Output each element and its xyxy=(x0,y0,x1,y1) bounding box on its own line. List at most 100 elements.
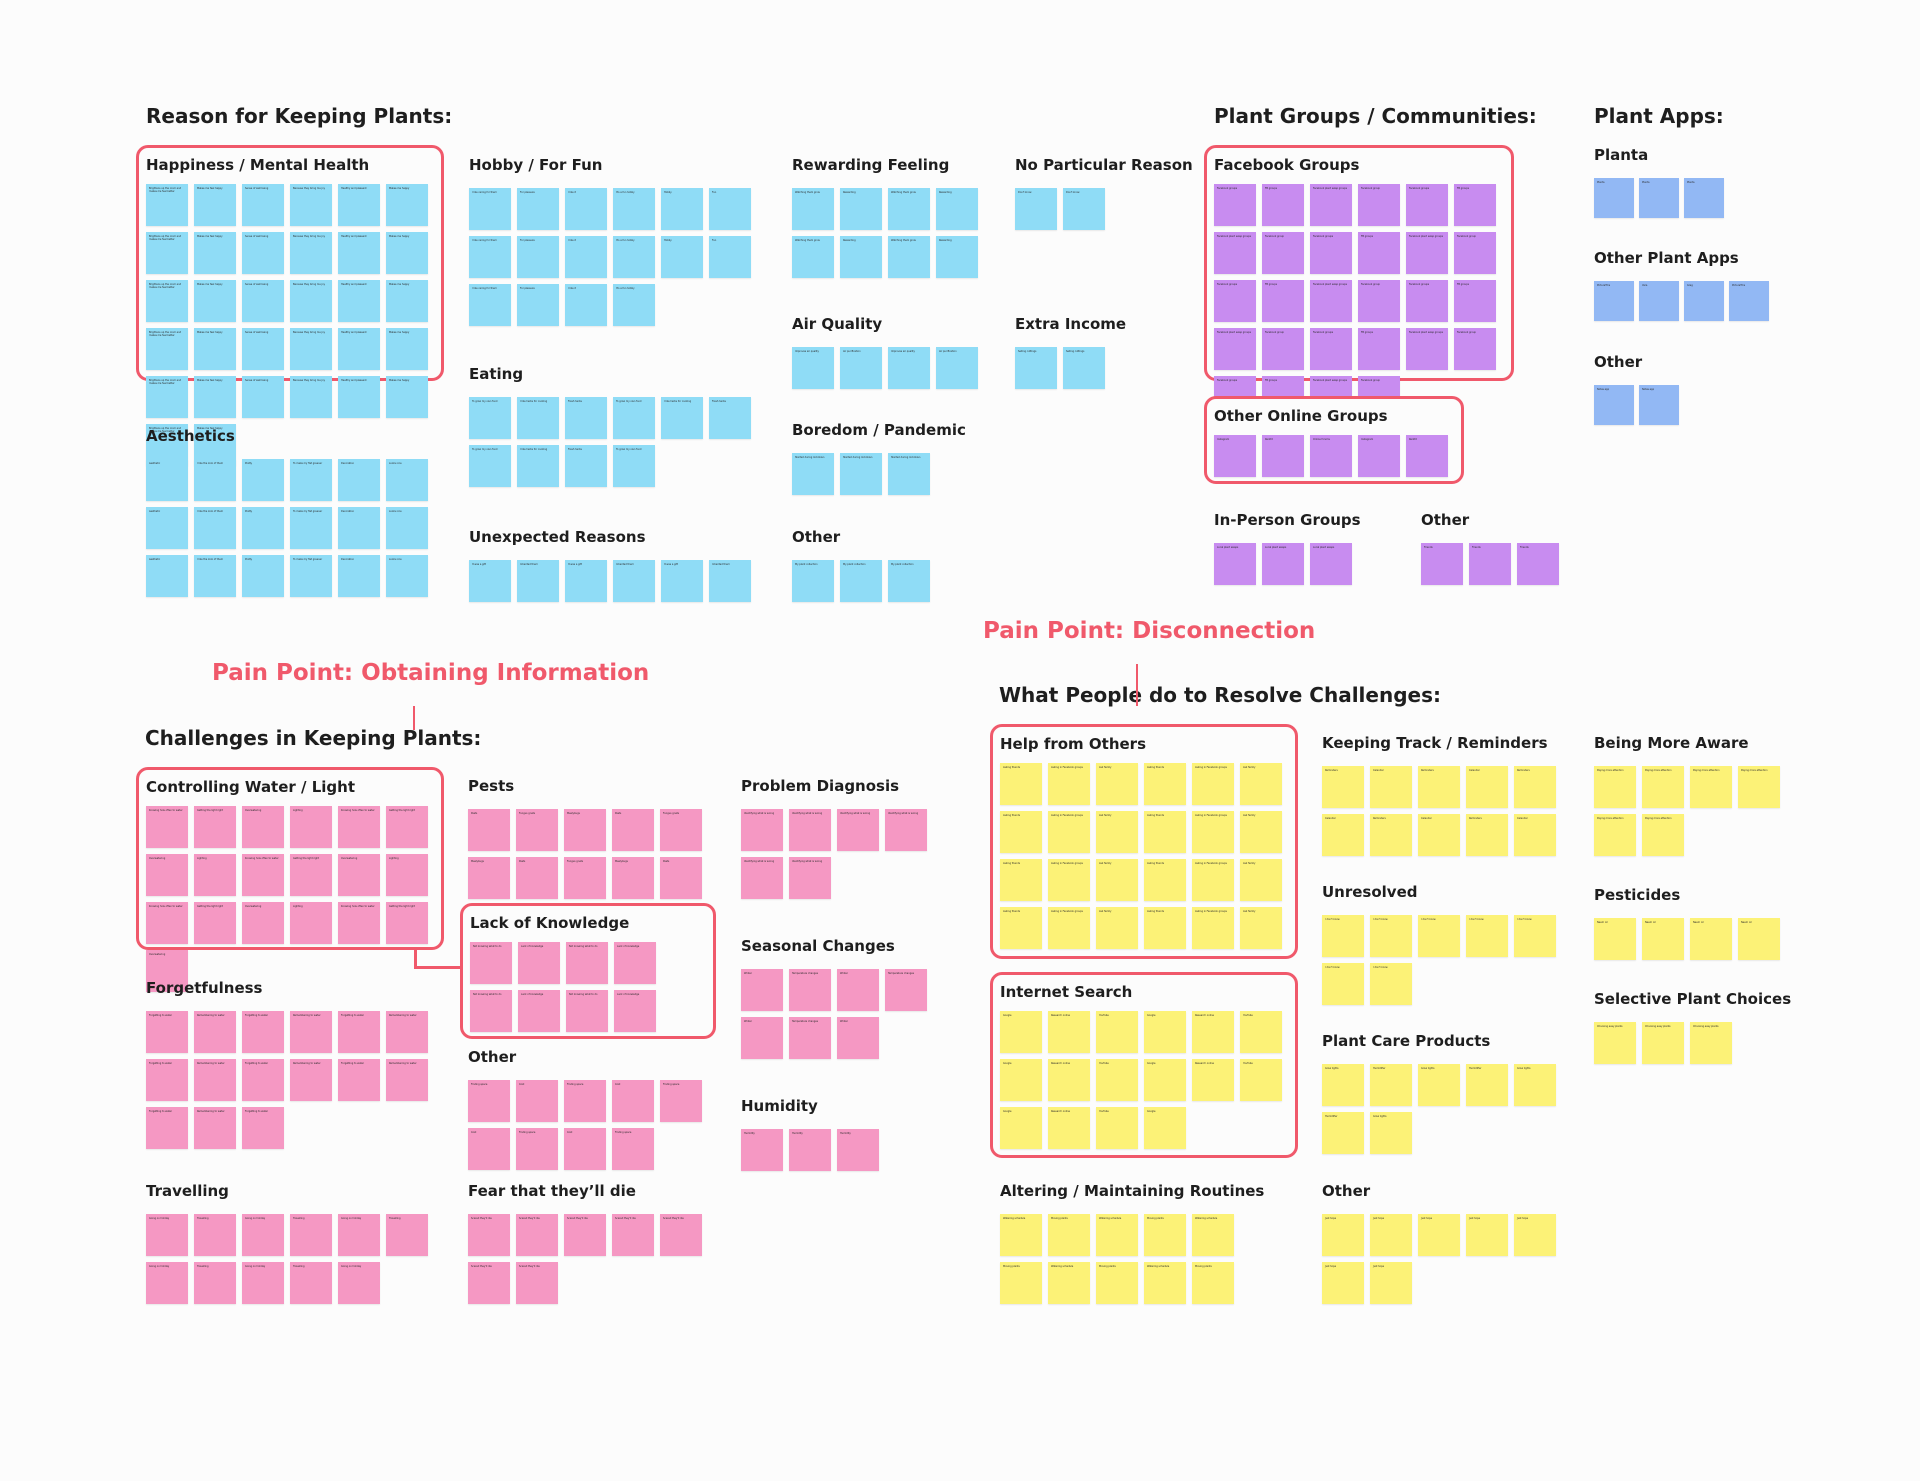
sticky-note[interactable]: Fresh herbs xyxy=(565,397,607,439)
sticky-note[interactable]: FB groups xyxy=(1358,328,1400,370)
sticky-note[interactable]: FB groups xyxy=(1454,184,1496,226)
sticky-note[interactable]: Just hope xyxy=(1370,1214,1412,1256)
sticky-note[interactable]: Selling cuttings xyxy=(1063,347,1105,389)
sticky-note[interactable]: Pests xyxy=(660,857,702,899)
sticky-note[interactable]: Humidifier xyxy=(1370,1064,1412,1106)
sticky-note[interactable]: FB groups xyxy=(1454,280,1496,322)
sticky-note[interactable]: To make my flat greener xyxy=(290,555,332,597)
sticky-note[interactable]: Remembering to water xyxy=(194,1107,236,1149)
sticky-note[interactable]: Aesthetic xyxy=(146,507,188,549)
sticky-note[interactable]: Started during lockdown xyxy=(888,453,930,495)
sticky-note[interactable]: Reminders xyxy=(1322,766,1364,808)
sticky-note[interactable]: Makes me happy xyxy=(386,328,428,370)
sticky-note[interactable]: Scared they'll die xyxy=(564,1214,606,1256)
sticky-note[interactable]: It was a gift xyxy=(469,560,511,602)
sticky-note[interactable]: I like herbs for cooking xyxy=(517,445,559,487)
sticky-note[interactable]: Remembering to water xyxy=(290,1059,332,1101)
sticky-note[interactable]: Cost xyxy=(468,1128,510,1170)
sticky-note[interactable]: Asking friends xyxy=(1000,811,1042,853)
sticky-note[interactable]: Brightens up the room and makes me feel … xyxy=(146,280,188,322)
sticky-note[interactable]: Getting the light right xyxy=(290,854,332,896)
sticky-note[interactable]: Lighting xyxy=(290,806,332,848)
sticky-note[interactable]: Calendar xyxy=(1466,766,1508,808)
sticky-note[interactable]: Ask family xyxy=(1240,907,1282,949)
sticky-note[interactable]: Not knowing what to do xyxy=(566,942,608,984)
sticky-note[interactable]: Neem oil xyxy=(1738,918,1780,960)
sticky-note[interactable]: Watering schedule xyxy=(1192,1214,1234,1256)
sticky-note[interactable]: Improves air quality xyxy=(792,347,834,389)
sticky-note[interactable]: Neem oil xyxy=(1642,918,1684,960)
sticky-note[interactable]: Asking friends xyxy=(1144,811,1186,853)
sticky-note[interactable]: Scared they'll die xyxy=(516,1262,558,1304)
sticky-note[interactable]: Lack of knowledge xyxy=(614,942,656,984)
sticky-note[interactable]: Facebook group xyxy=(1358,184,1400,226)
sticky-note[interactable]: Hobby xyxy=(661,188,703,230)
sticky-note[interactable]: Travelling xyxy=(194,1262,236,1304)
sticky-note[interactable]: Not knowing what to do xyxy=(470,990,512,1032)
sticky-note[interactable]: Choosing easy plants xyxy=(1594,1022,1636,1064)
sticky-note[interactable]: Makes me feel happy xyxy=(194,184,236,226)
sticky-note[interactable]: Google xyxy=(1144,1107,1186,1149)
sticky-note[interactable]: FB groups xyxy=(1262,280,1304,322)
sticky-note[interactable]: Started during lockdown xyxy=(840,453,882,495)
sticky-note[interactable]: Sense of well being xyxy=(242,328,284,370)
sticky-note[interactable]: Overwatering xyxy=(242,806,284,848)
sticky-note[interactable]: Moving plants xyxy=(1096,1262,1138,1304)
sticky-note[interactable]: Notes app xyxy=(1639,385,1679,425)
sticky-note[interactable]: Pretty xyxy=(242,555,284,597)
sticky-note[interactable]: Decoration xyxy=(338,459,380,501)
sticky-note[interactable]: Facebook groups xyxy=(1406,280,1448,322)
sticky-note[interactable]: Grow lights xyxy=(1322,1064,1364,1106)
sticky-note[interactable]: I like the look of them xyxy=(194,507,236,549)
sticky-note[interactable]: Watering schedule xyxy=(1144,1262,1186,1304)
sticky-note[interactable]: I don't know xyxy=(1370,963,1412,1005)
sticky-note[interactable]: Fresh herbs xyxy=(709,397,751,439)
sticky-note[interactable]: Instagram xyxy=(1214,435,1256,477)
sticky-note[interactable]: Watering schedule xyxy=(1096,1214,1138,1256)
sticky-note[interactable]: Google xyxy=(1144,1011,1186,1053)
sticky-note[interactable]: Research online xyxy=(1192,1059,1234,1101)
sticky-note[interactable]: Facebook plant swap groups xyxy=(1406,232,1448,274)
sticky-note[interactable]: I like the look of them xyxy=(194,555,236,597)
sticky-note[interactable]: Forgetting to water xyxy=(242,1107,284,1149)
sticky-note[interactable]: Knowing how often to water xyxy=(146,806,188,848)
sticky-note[interactable]: Travelling xyxy=(194,1214,236,1256)
sticky-note[interactable]: PictureThis xyxy=(1594,281,1634,321)
sticky-note[interactable]: Just hope xyxy=(1370,1262,1412,1304)
sticky-note[interactable]: FB groups xyxy=(1358,232,1400,274)
sticky-note[interactable]: Sense of well being xyxy=(242,280,284,322)
sticky-note[interactable]: For pleasure xyxy=(517,284,559,326)
sticky-note[interactable]: Asking in Facebook groups xyxy=(1192,811,1234,853)
sticky-note[interactable]: Getting the light right xyxy=(194,806,236,848)
sticky-note[interactable]: Moving plants xyxy=(1144,1214,1186,1256)
sticky-note[interactable]: YouTube xyxy=(1240,1059,1282,1101)
sticky-note[interactable]: Planta xyxy=(1639,178,1679,218)
sticky-note[interactable]: Asking friends xyxy=(1000,763,1042,805)
sticky-note[interactable]: Looks nice xyxy=(386,507,428,549)
sticky-note[interactable]: I like caring for them xyxy=(469,284,511,326)
sticky-note[interactable]: Planta xyxy=(1684,178,1724,218)
sticky-note[interactable]: Overwatering xyxy=(146,950,188,992)
sticky-note[interactable]: Identifying what is wrong xyxy=(837,809,879,851)
sticky-note[interactable]: Scared they'll die xyxy=(516,1214,558,1256)
sticky-note[interactable]: Because they bring me joy xyxy=(290,328,332,370)
sticky-note[interactable]: Reminders xyxy=(1466,814,1508,856)
sticky-note[interactable]: Friends xyxy=(1469,543,1511,585)
sticky-note[interactable]: Pests xyxy=(612,809,654,851)
sticky-note[interactable]: Greg xyxy=(1684,281,1724,321)
sticky-note[interactable]: Asking in Facebook groups xyxy=(1048,763,1090,805)
sticky-note[interactable]: Pretty xyxy=(242,507,284,549)
sticky-note[interactable]: Inherited them xyxy=(709,560,751,602)
sticky-note[interactable]: Fun xyxy=(709,188,751,230)
sticky-note[interactable]: Vera xyxy=(1639,281,1679,321)
sticky-note[interactable]: Remembering to water xyxy=(290,1011,332,1053)
sticky-note[interactable]: Don't know xyxy=(1015,188,1057,230)
sticky-note[interactable]: Overwatering xyxy=(146,854,188,896)
sticky-note[interactable]: Google xyxy=(1000,1107,1042,1149)
sticky-note[interactable]: Going on holiday xyxy=(338,1262,380,1304)
sticky-note[interactable]: Not knowing what to do xyxy=(470,942,512,984)
sticky-note[interactable]: Watching them grow xyxy=(888,188,930,230)
sticky-note[interactable]: Facebook plant swap groups xyxy=(1214,328,1256,370)
sticky-note[interactable]: Just hope xyxy=(1466,1214,1508,1256)
sticky-note[interactable]: Lack of knowledge xyxy=(518,942,560,984)
